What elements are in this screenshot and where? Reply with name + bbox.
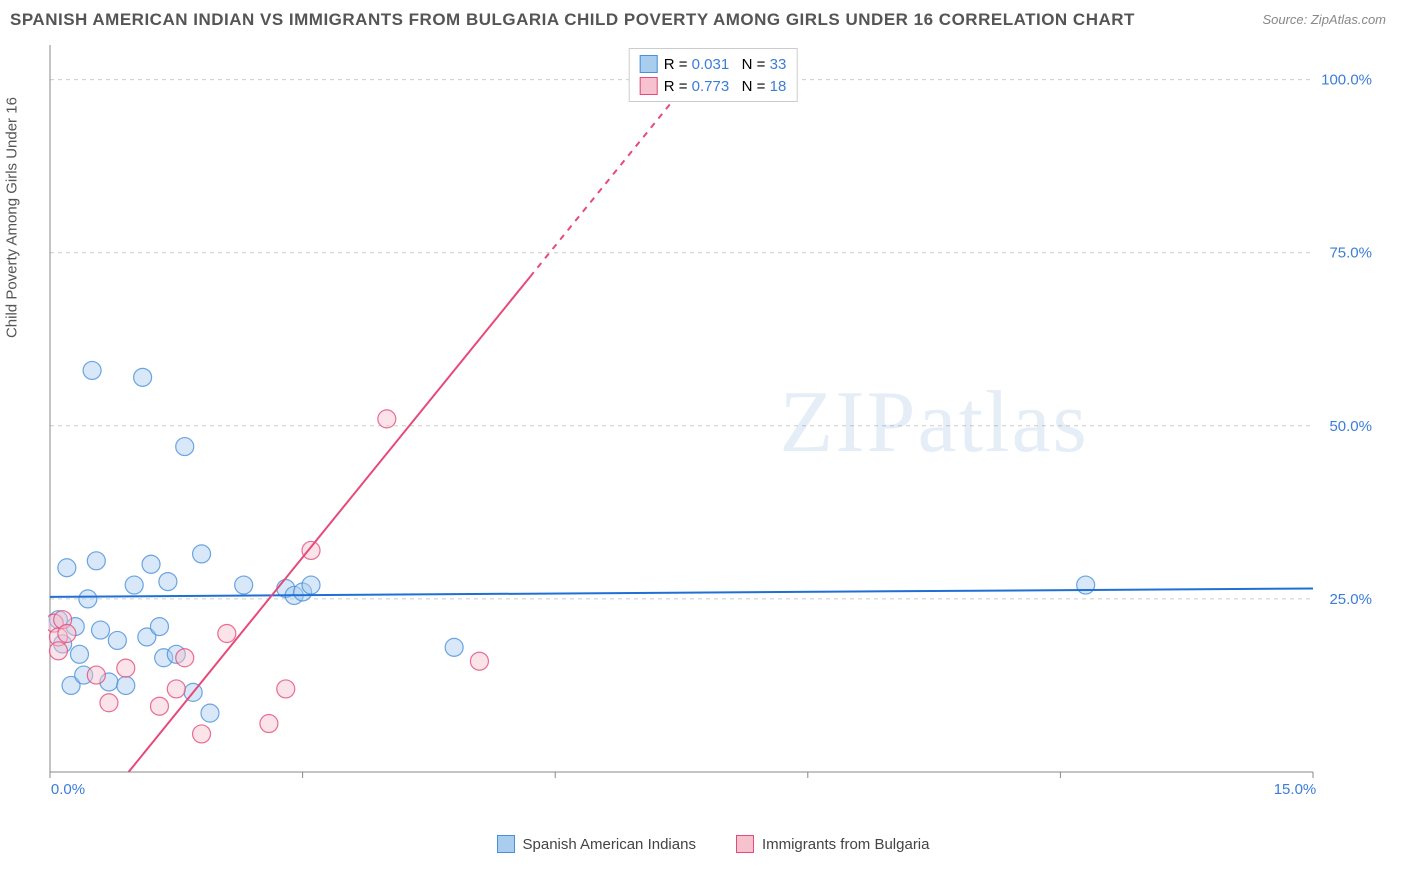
svg-text:25.0%: 25.0% [1329,591,1372,608]
series-legend: Spanish American Indians Immigrants from … [48,828,1378,860]
series-legend-item: Spanish American Indians [497,835,696,853]
correlation-legend-row: R = 0.031 N = 33 [640,53,787,75]
legend-swatch [497,835,515,853]
chart-container: Child Poverty Among Girls Under 16 ZIPat… [0,40,1406,860]
chart-svg: 25.0% 50.0% 75.0% 100.0% 0.0% 15.0% [48,40,1378,830]
svg-text:50.0%: 50.0% [1329,418,1372,435]
correlation-legend: R = 0.031 N = 33 R = 0.773 N = 18 [629,48,798,102]
legend-swatch [640,77,658,95]
legend-stat-text: R = 0.031 N = 33 [664,56,787,73]
legend-stat-text: R = 0.773 N = 18 [664,78,787,95]
correlation-legend-row: R = 0.773 N = 18 [640,75,787,97]
chart-title: SPANISH AMERICAN INDIAN VS IMMIGRANTS FR… [10,10,1135,30]
legend-swatch [736,835,754,853]
legend-swatch [640,55,658,73]
plot-area: ZIPatlas 25.0%50.0%75.0%100.0%0.0%15.0% … [48,40,1378,830]
svg-text:100.0%: 100.0% [1321,72,1372,89]
y-axis-label: Child Poverty Among Girls Under 16 [4,97,21,338]
series-legend-item: Immigrants from Bulgaria [736,835,930,853]
svg-text:0.0%: 0.0% [51,781,85,798]
svg-text:75.0%: 75.0% [1329,245,1372,262]
svg-text:15.0%: 15.0% [1274,781,1317,798]
series-legend-label: Spanish American Indians [523,836,696,853]
series-legend-label: Immigrants from Bulgaria [762,836,930,853]
source-credit: Source: ZipAtlas.com [1262,12,1386,27]
